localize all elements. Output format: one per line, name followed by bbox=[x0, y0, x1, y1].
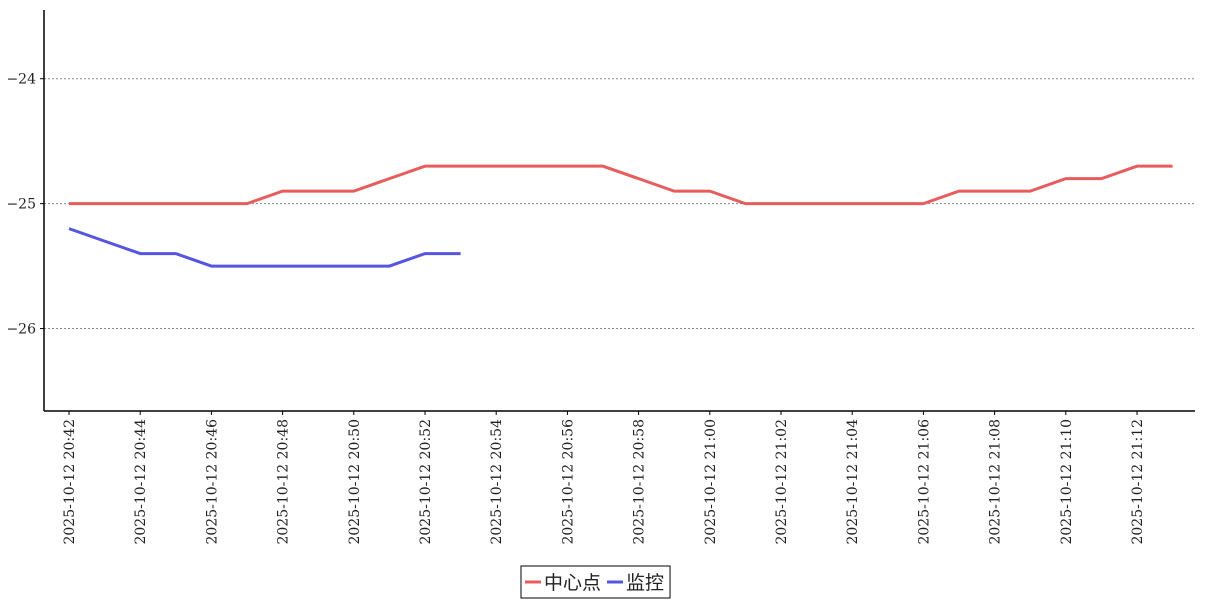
x-tick-label: 2025-10-12 20:48 bbox=[276, 419, 292, 545]
legend-label: 中心点 bbox=[544, 572, 601, 594]
x-tick-label: 2025-10-12 21:02 bbox=[774, 419, 790, 545]
y-tick-label: −26 bbox=[6, 322, 36, 338]
y-tick-label: −25 bbox=[6, 197, 36, 213]
x-tick-label: 2025-10-12 20:46 bbox=[204, 419, 220, 545]
x-tick-label: 2025-10-12 20:42 bbox=[62, 419, 78, 545]
x-tick-label: 2025-10-12 20:56 bbox=[560, 419, 576, 545]
x-tick-label: 2025-10-12 20:52 bbox=[418, 419, 434, 545]
x-tick-label: 2025-10-12 20:54 bbox=[489, 419, 505, 545]
line-series bbox=[68, 227, 461, 268]
x-tick-label: 2025-10-12 21:08 bbox=[988, 419, 1004, 545]
x-tick-label: 2025-10-12 20:44 bbox=[133, 419, 149, 545]
x-tick-label: 2025-10-12 21:04 bbox=[845, 419, 861, 545]
y-tick-label: −24 bbox=[6, 72, 36, 88]
x-tick-label: 2025-10-12 20:50 bbox=[347, 419, 363, 545]
x-tick-label: 2025-10-12 21:10 bbox=[1059, 419, 1075, 545]
legend-box bbox=[520, 565, 671, 599]
x-tick-label: 2025-10-12 20:58 bbox=[632, 419, 648, 545]
x-tick-label: 2025-10-12 21:12 bbox=[1130, 419, 1146, 545]
x-tick-label: 2025-10-12 21:00 bbox=[703, 419, 719, 545]
legend: 中心点 监控 bbox=[520, 565, 671, 599]
line-series bbox=[69, 164, 1173, 206]
legend-label: 监控 bbox=[626, 572, 664, 594]
x-tick-label: 2025-10-12 21:06 bbox=[916, 419, 932, 545]
